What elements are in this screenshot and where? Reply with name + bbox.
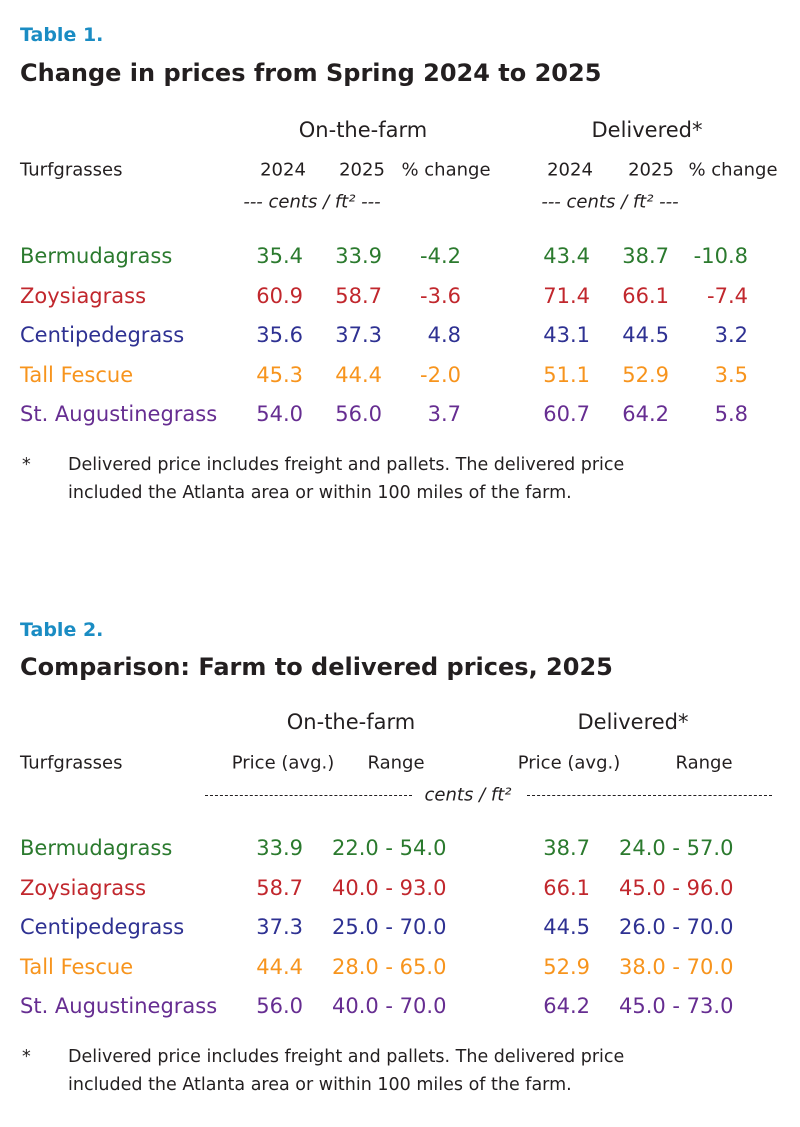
row-header: Turfgrasses [20,752,123,774]
cell-value: 44.5 [622,323,669,347]
cell-value: 3.5 [714,362,748,387]
cell-value: 71.4 [543,283,590,308]
grass-name: Bermudagrass [20,244,173,268]
cell-value: 64.2 [622,402,669,426]
cell-value: 25.0 - 70.0 [332,915,447,939]
cell-value: 44.4 [256,954,303,979]
unit-label: --- cents / ft² --- [243,191,381,213]
cell-value: 66.1 [543,875,590,900]
cell-value: 28.0 - 65.0 [332,954,447,979]
cell-value: 60.7 [543,402,590,426]
cell-value: 56.0 [335,402,382,426]
grass-name: Bermudagrass [20,836,173,860]
cell-value: 5.8 [714,402,748,426]
cell-value: 44.5 [543,915,590,939]
cell-value: 35.6 [256,323,303,347]
cell-value: 26.0 - 70.0 [619,915,734,939]
cell-value: 52.9 [543,954,590,979]
footnote-marker: * [22,1047,31,1067]
group-header: Delivered* [577,710,689,734]
row-header: Turfgrasses [20,159,123,181]
cell-value: 3.2 [714,323,748,347]
column-header: % change [401,159,491,181]
cell-value: 40.0 - 93.0 [332,875,447,900]
column-header: 2025 [339,159,385,181]
footnote-marker: * [22,455,31,475]
cell-value: 33.9 [335,244,382,268]
column-header: 2024 [260,159,306,181]
cell-value: 66.1 [622,283,669,308]
table-label: Table 1. [20,24,104,46]
cell-value: -4.2 [420,244,461,268]
cell-value: 38.7 [622,244,669,268]
cell-value: -7.4 [707,283,748,308]
cell-value: 24.0 - 57.0 [619,836,734,860]
cell-value: 45.3 [256,362,303,387]
cell-value: 35.4 [256,244,303,268]
cell-value: 60.9 [256,283,303,308]
cell-value: 4.8 [427,323,461,347]
cell-value: 44.4 [335,362,382,387]
unit-rule [527,795,772,796]
column-header: Range [367,752,425,774]
cell-value: 56.0 [256,994,303,1018]
cell-value: 3.7 [427,402,461,426]
cell-value: -10.8 [693,244,748,268]
cell-value: 43.1 [543,323,590,347]
unit-label: cents / ft² [424,784,512,806]
column-header: Price (avg.) [231,752,335,774]
grass-name: Centipedegrass [20,915,185,939]
grass-name: Tall Fescue [20,362,134,387]
cell-value: -3.6 [420,283,461,308]
cell-value: 37.3 [335,323,382,347]
footnote-text: included the Atlanta area or within 100 … [68,1075,572,1095]
cell-value: 58.7 [335,283,382,308]
cell-value: 51.1 [543,362,590,387]
cell-value: 38.0 - 70.0 [619,954,734,979]
grass-name: St. Augustinegrass [20,402,218,426]
table-title: Change in prices from Spring 2024 to 202… [20,59,602,87]
group-header: Delivered* [591,118,703,142]
cell-value: 58.7 [256,875,303,900]
cell-value: 33.9 [256,836,303,860]
cell-value: 22.0 - 54.0 [332,836,447,860]
table-label: Table 2. [20,619,104,641]
footnote-text: included the Atlanta area or within 100 … [68,483,572,503]
group-header: On-the-farm [298,118,428,142]
cell-value: 38.7 [543,836,590,860]
table-title: Comparison: Farm to delivered prices, 20… [20,653,613,681]
column-header: Price (avg.) [517,752,621,774]
cell-value: 64.2 [543,994,590,1018]
cell-value: 45.0 - 73.0 [619,994,734,1018]
unit-rule [205,795,412,796]
cell-value: -2.0 [420,362,461,387]
unit-label: --- cents / ft² --- [541,191,679,213]
group-header: On-the-farm [286,710,416,734]
cell-value: 52.9 [622,362,669,387]
column-header: 2025 [628,159,674,181]
grass-name: Zoysiagrass [20,875,147,900]
cell-value: 54.0 [256,402,303,426]
footnote-text: Delivered price includes freight and pal… [68,1047,625,1067]
column-header: % change [688,159,778,181]
footnote-text: Delivered price includes freight and pal… [68,455,625,475]
grass-name: Zoysiagrass [20,283,147,308]
cell-value: 43.4 [543,244,590,268]
cell-value: 37.3 [256,915,303,939]
grass-name: Centipedegrass [20,323,185,347]
grass-name: St. Augustinegrass [20,994,218,1018]
column-header: Range [675,752,733,774]
cell-value: 45.0 - 96.0 [619,875,734,900]
column-header: 2024 [547,159,593,181]
cell-value: 40.0 - 70.0 [332,994,447,1018]
grass-name: Tall Fescue [20,954,134,979]
